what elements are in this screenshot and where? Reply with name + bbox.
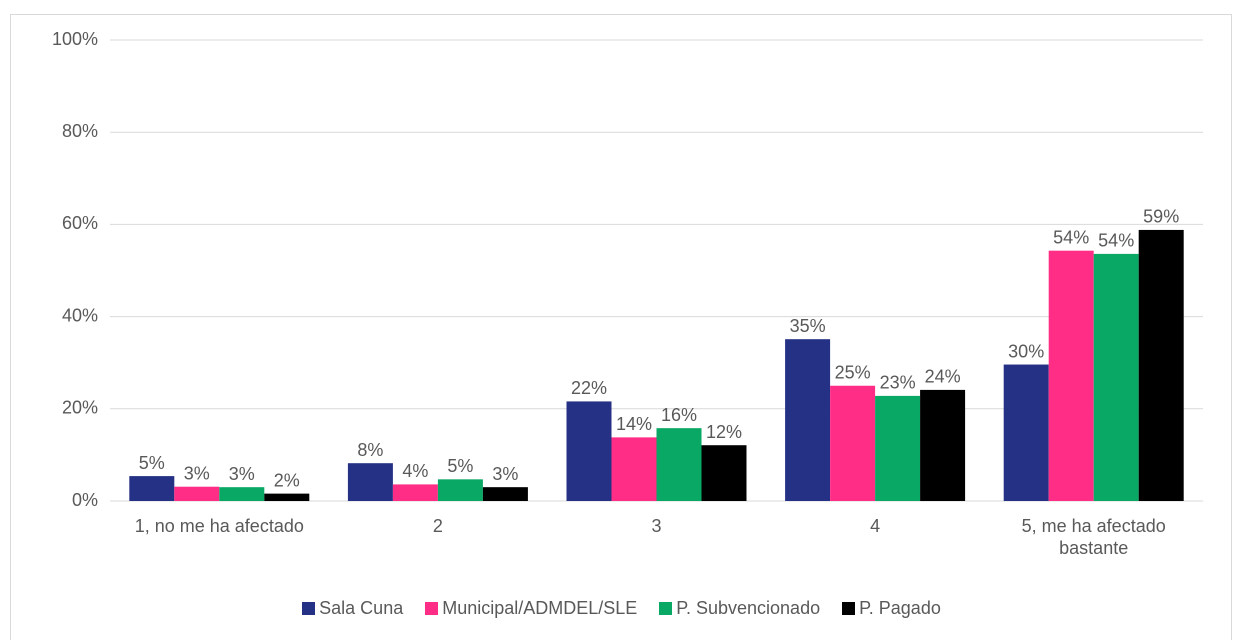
y-tick-label: 20% bbox=[62, 398, 98, 418]
data-label: 25% bbox=[835, 363, 871, 383]
legend-label: P. Subvencionado bbox=[676, 598, 821, 618]
data-label: 59% bbox=[1143, 207, 1179, 227]
x-tick-label: 3 bbox=[651, 516, 662, 536]
bar bbox=[875, 395, 921, 501]
data-label: 12% bbox=[706, 422, 742, 442]
data-label: 22% bbox=[571, 378, 607, 398]
data-label: 4% bbox=[402, 461, 428, 481]
y-tick-label: 80% bbox=[62, 121, 98, 141]
data-label: 35% bbox=[790, 316, 826, 336]
chart-frame bbox=[10, 14, 1232, 640]
legend-swatch bbox=[302, 602, 316, 615]
x-tick-label: 4 bbox=[870, 516, 881, 536]
bar bbox=[920, 389, 966, 501]
bar bbox=[437, 479, 483, 501]
bar bbox=[264, 493, 310, 501]
data-label: 3% bbox=[184, 463, 210, 483]
bar bbox=[611, 437, 657, 501]
legend-swatch bbox=[842, 602, 856, 615]
bar bbox=[656, 428, 702, 501]
bar bbox=[347, 463, 393, 501]
legend-label: Municipal/ADMDEL/SLE bbox=[442, 598, 638, 618]
legend-swatch bbox=[425, 602, 439, 615]
y-tick-label: 100% bbox=[52, 29, 98, 49]
legend-label: P. Pagado bbox=[859, 598, 941, 618]
data-label: 3% bbox=[492, 464, 518, 484]
data-label: 30% bbox=[1008, 341, 1044, 361]
data-label: 54% bbox=[1098, 231, 1134, 251]
bar bbox=[1138, 229, 1184, 501]
bar bbox=[392, 484, 438, 501]
data-label: 5% bbox=[139, 453, 165, 473]
x-tick-label: 5, me ha afectado bastante bbox=[1021, 516, 1166, 558]
data-label: 23% bbox=[880, 373, 916, 393]
bar bbox=[1003, 364, 1049, 501]
y-tick-label: 60% bbox=[62, 213, 98, 233]
data-label: 24% bbox=[925, 367, 961, 387]
bar bbox=[830, 385, 876, 501]
bar bbox=[129, 476, 175, 501]
bar bbox=[701, 445, 747, 501]
x-tick-label: 1, no me ha afectado bbox=[134, 516, 304, 536]
legend-item: Municipal/ADMDEL/SLE bbox=[425, 598, 637, 619]
bar bbox=[1048, 250, 1094, 501]
data-label: 8% bbox=[357, 440, 383, 460]
bar bbox=[482, 487, 528, 501]
bar bbox=[785, 339, 831, 501]
data-label: 54% bbox=[1053, 227, 1089, 247]
bar bbox=[566, 401, 612, 501]
legend-item: P. Subvencionado bbox=[659, 598, 820, 619]
data-label: 16% bbox=[661, 405, 697, 425]
legend-item: Sala Cuna bbox=[302, 598, 403, 619]
x-tick-label: 2 bbox=[432, 516, 443, 536]
legend-swatch bbox=[659, 602, 673, 615]
legend-item: P. Pagado bbox=[842, 598, 941, 619]
y-tick-label: 0% bbox=[72, 490, 98, 510]
data-label: 2% bbox=[274, 470, 300, 490]
data-label: 5% bbox=[447, 456, 473, 476]
legend: Sala Cuna Municipal/ADMDEL/SLE P. Subvenci… bbox=[0, 598, 1243, 619]
legend-label: Sala Cuna bbox=[319, 598, 404, 618]
bar bbox=[174, 486, 220, 501]
data-label: 3% bbox=[229, 464, 255, 484]
data-label: 14% bbox=[616, 414, 652, 434]
y-tick-label: 40% bbox=[62, 305, 98, 325]
bar bbox=[219, 487, 265, 501]
bar bbox=[1093, 253, 1139, 501]
